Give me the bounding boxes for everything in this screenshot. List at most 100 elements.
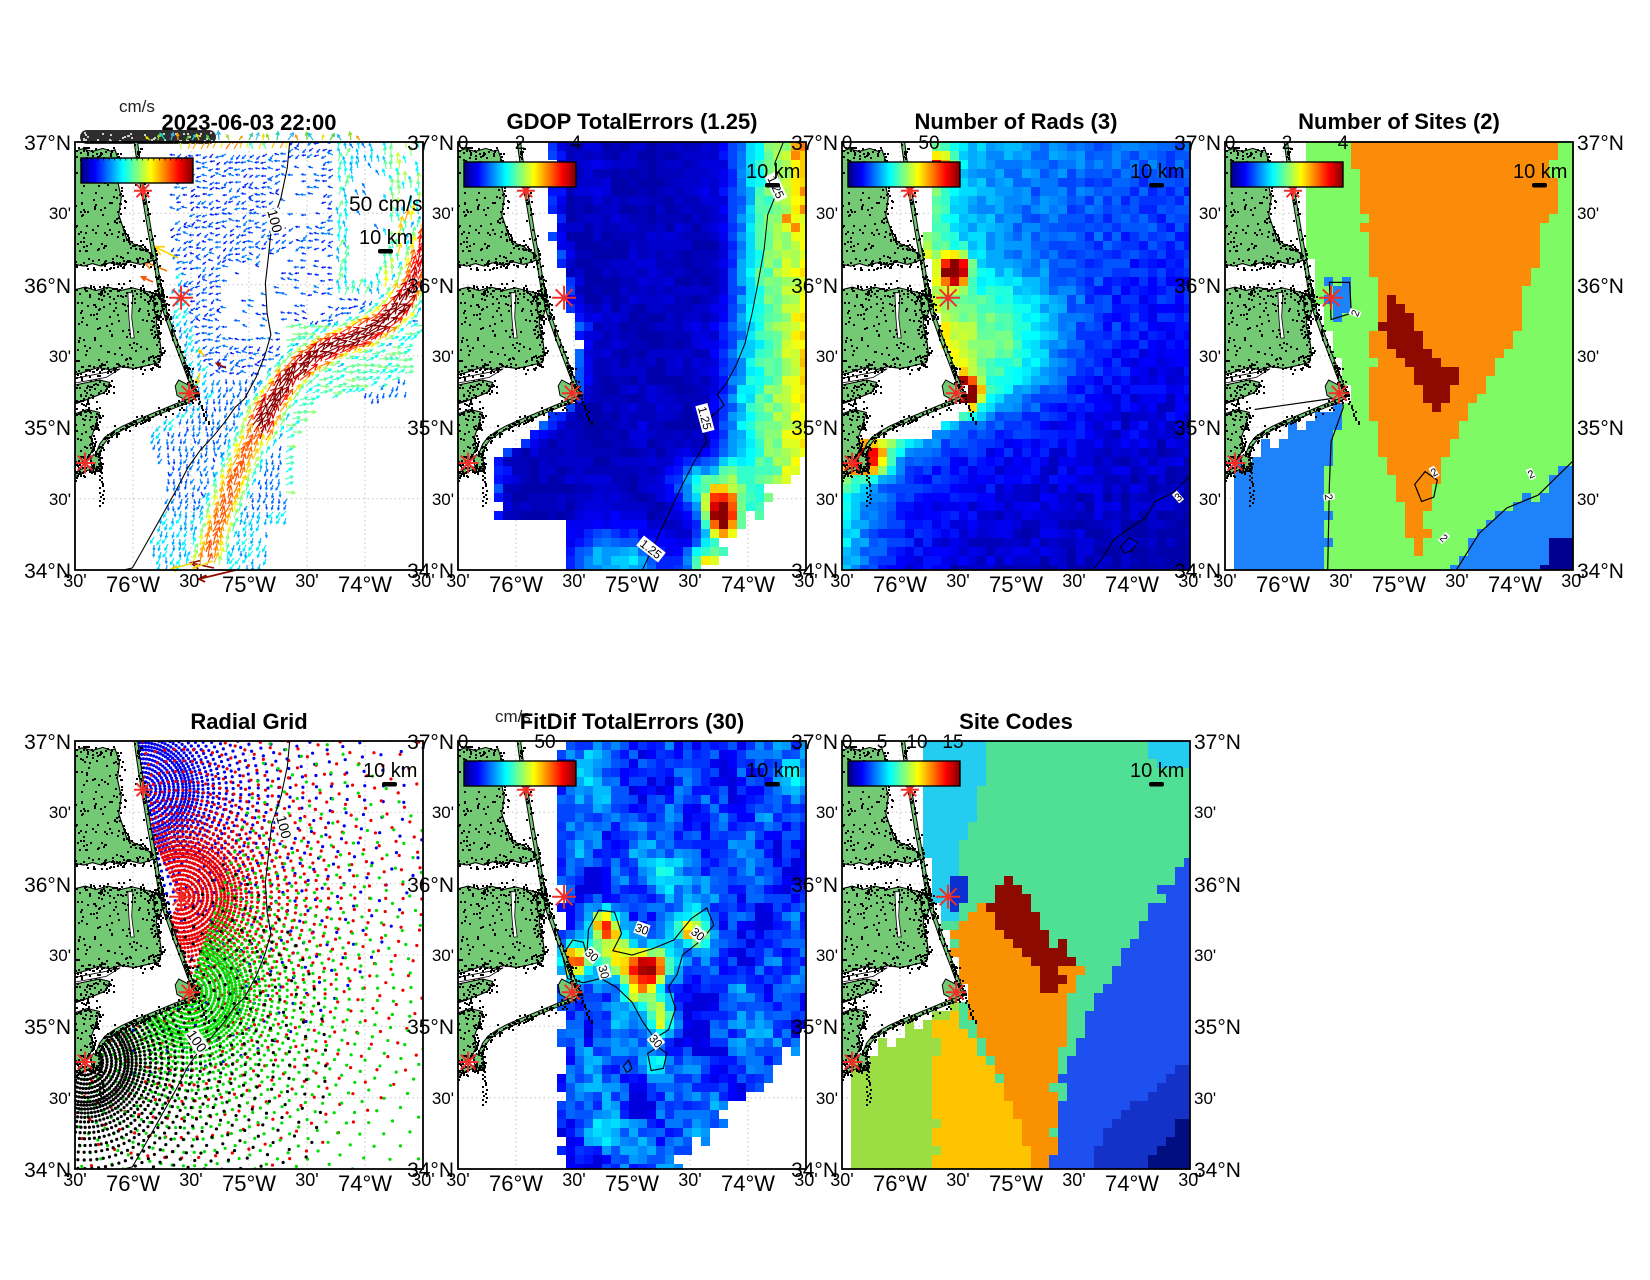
svg-text:30': 30': [678, 571, 701, 591]
svg-text:50: 50: [918, 133, 939, 154]
svg-text:0: 0: [842, 732, 853, 753]
svg-text:30': 30': [946, 1170, 969, 1190]
svg-text:76°W: 76°W: [489, 1171, 543, 1196]
svg-text:35°N: 35°N: [791, 417, 838, 440]
svg-text:34°N: 34°N: [1174, 560, 1221, 583]
svg-text:10 km: 10 km: [363, 760, 417, 782]
svg-text:2: 2: [1282, 133, 1293, 154]
svg-text:10 km: 10 km: [746, 161, 800, 183]
svg-text:30': 30': [432, 1089, 454, 1108]
svg-text:30': 30': [794, 1170, 817, 1190]
svg-text:Number of Rads (3): Number of Rads (3): [915, 109, 1118, 134]
svg-text:15: 15: [942, 732, 963, 753]
svg-text:74°W: 74°W: [338, 572, 392, 597]
svg-text:76°W: 76°W: [106, 1171, 160, 1196]
svg-text:30': 30': [1194, 803, 1216, 822]
svg-text:36°N: 36°N: [407, 275, 454, 298]
svg-text:4: 4: [1338, 133, 1349, 154]
svg-text:30': 30': [830, 1170, 853, 1190]
svg-text:30': 30': [411, 571, 434, 591]
svg-text:30': 30': [1194, 1089, 1216, 1108]
svg-text:5: 5: [877, 732, 888, 753]
svg-text:10 km: 10 km: [359, 227, 413, 249]
svg-text:35°N: 35°N: [1174, 417, 1221, 440]
svg-text:30': 30': [432, 946, 454, 965]
svg-text:1.25: 1.25: [695, 405, 715, 431]
svg-text:36°N: 36°N: [1194, 874, 1241, 897]
svg-text:76°W: 76°W: [1256, 572, 1310, 597]
svg-text:30': 30': [411, 1170, 434, 1190]
svg-text:75°W: 75°W: [222, 572, 276, 597]
svg-text:30': 30': [49, 490, 71, 509]
svg-text:4: 4: [571, 133, 582, 154]
svg-text:GDOP TotalErrors (1.25): GDOP TotalErrors (1.25): [506, 109, 757, 134]
svg-text:36°N: 36°N: [407, 874, 454, 897]
svg-text:Number of Sites (2): Number of Sites (2): [1298, 109, 1500, 134]
svg-text:30': 30': [1445, 571, 1468, 591]
svg-text:10 km: 10 km: [1130, 161, 1184, 183]
svg-text:10 km: 10 km: [1130, 760, 1184, 782]
svg-text:76°W: 76°W: [489, 572, 543, 597]
svg-text:0: 0: [1225, 133, 1236, 154]
svg-text:37°N: 37°N: [407, 132, 454, 155]
svg-text:74°W: 74°W: [1488, 572, 1542, 597]
svg-text:37°N: 37°N: [24, 731, 71, 754]
svg-text:30': 30': [562, 571, 585, 591]
svg-text:30': 30': [1577, 490, 1599, 509]
svg-text:30': 30': [1329, 571, 1352, 591]
svg-text:30': 30': [63, 571, 86, 591]
svg-text:75°W: 75°W: [989, 572, 1043, 597]
svg-text:74°W: 74°W: [721, 1171, 775, 1196]
svg-text:36°N: 36°N: [1174, 275, 1221, 298]
svg-text:30': 30': [446, 571, 469, 591]
svg-text:30': 30': [295, 1170, 318, 1190]
svg-text:35°N: 35°N: [24, 417, 71, 440]
svg-text:30': 30': [179, 1170, 202, 1190]
svg-text:34°N: 34°N: [407, 560, 454, 583]
svg-text:30': 30': [1062, 1170, 1085, 1190]
svg-text:30: 30: [595, 964, 612, 981]
svg-text:37°N: 37°N: [1174, 132, 1221, 155]
svg-text:76°W: 76°W: [873, 1171, 927, 1196]
svg-text:0: 0: [458, 732, 469, 753]
svg-text:75°W: 75°W: [605, 1171, 659, 1196]
svg-text:30': 30': [1199, 204, 1221, 223]
svg-text:30': 30': [49, 803, 71, 822]
svg-text:30': 30': [1199, 490, 1221, 509]
svg-text:74°W: 74°W: [1105, 1171, 1159, 1196]
svg-text:30': 30': [830, 571, 853, 591]
svg-text:36°N: 36°N: [1577, 275, 1624, 298]
svg-text:30': 30': [1213, 571, 1236, 591]
svg-text:2: 2: [1322, 493, 1335, 501]
svg-text:30': 30': [432, 347, 454, 366]
svg-text:0: 0: [842, 133, 853, 154]
svg-text:cm/s: cm/s: [495, 707, 531, 726]
svg-text:30': 30': [794, 571, 817, 591]
svg-text:FitDif TotalErrors (30): FitDif TotalErrors (30): [520, 709, 745, 734]
svg-text:Site Codes: Site Codes: [959, 709, 1073, 734]
svg-text:74°W: 74°W: [1105, 572, 1159, 597]
svg-text:30': 30': [446, 1170, 469, 1190]
svg-text:30': 30': [49, 946, 71, 965]
svg-text:30': 30': [1577, 347, 1599, 366]
svg-text:36°N: 36°N: [791, 275, 838, 298]
svg-text:37°N: 37°N: [1577, 132, 1624, 155]
svg-text:37°N: 37°N: [407, 731, 454, 754]
svg-text:30': 30': [63, 1170, 86, 1190]
svg-text:30: 30: [633, 920, 651, 938]
svg-text:30': 30': [816, 347, 838, 366]
svg-text:30': 30': [1178, 571, 1201, 591]
svg-text:35°N: 35°N: [407, 1016, 454, 1039]
svg-text:74°W: 74°W: [338, 1171, 392, 1196]
svg-text:30': 30': [678, 1170, 701, 1190]
svg-text:30': 30': [816, 946, 838, 965]
svg-text:50 cm/s: 50 cm/s: [349, 193, 423, 216]
svg-text:75°W: 75°W: [1372, 572, 1426, 597]
svg-text:37°N: 37°N: [24, 132, 71, 155]
svg-text:35°N: 35°N: [791, 1016, 838, 1039]
svg-text:34°N: 34°N: [24, 560, 71, 583]
svg-text:34°N: 34°N: [407, 1159, 454, 1182]
svg-text:100: 100: [264, 208, 286, 235]
svg-text:30': 30': [1178, 1170, 1201, 1190]
svg-text:34°N: 34°N: [791, 560, 838, 583]
